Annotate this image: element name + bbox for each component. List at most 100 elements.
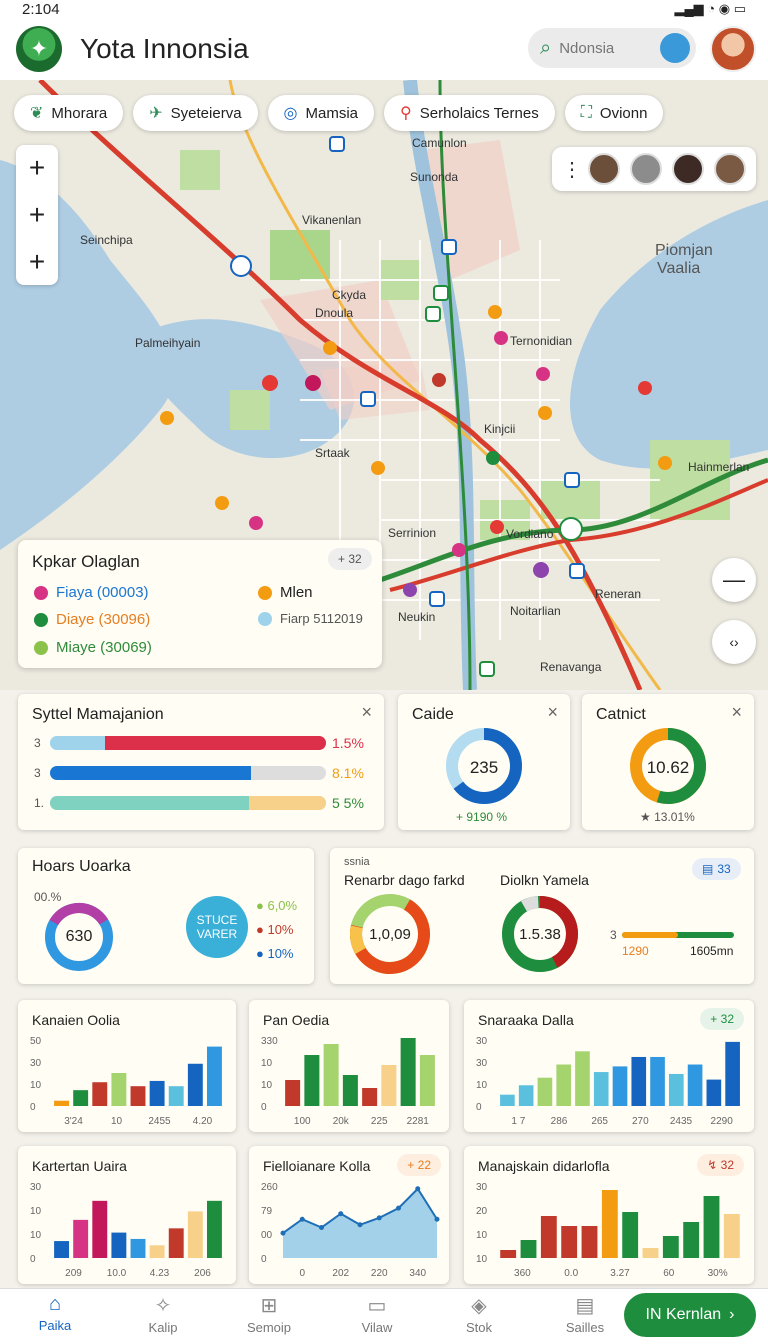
caide-donut xyxy=(446,728,522,804)
chart-card-5: Manajskain didarlofla ↯ 32 30 20 10 10 360 0.… xyxy=(464,1146,754,1284)
x-tick-label: 206 xyxy=(194,1268,211,1279)
data-point xyxy=(319,1225,324,1231)
nav-item-vilaw[interactable]: ▭ Vilaw xyxy=(342,1293,412,1335)
y-tick-label: 50 xyxy=(30,1036,42,1047)
y-tick-label: 0 xyxy=(476,1102,482,1113)
caide-value: 235 xyxy=(469,758,499,777)
search-input[interactable] xyxy=(559,39,650,57)
close-icon[interactable]: × xyxy=(361,702,372,722)
close-icon[interactable]: × xyxy=(547,702,558,722)
data-point xyxy=(357,1222,363,1228)
legend-label: Diaye (30096) xyxy=(56,611,151,628)
bar xyxy=(73,1090,89,1106)
data-point xyxy=(376,1215,382,1221)
bar xyxy=(662,1236,679,1258)
map-label: Vordiano xyxy=(506,527,554,541)
map-label: Camunlon xyxy=(412,136,467,150)
x-tick-label: 10 xyxy=(111,1116,123,1127)
bar xyxy=(581,1226,598,1258)
chart-badge: ↯ 32 xyxy=(697,1154,744,1176)
y-tick-label: 30 xyxy=(30,1058,42,1069)
zoom-in-button[interactable]: + xyxy=(28,152,46,184)
x-tick-label: 2455 xyxy=(148,1116,171,1127)
search-icon: ⌕ xyxy=(540,36,552,59)
nav-item-kalip[interactable]: ✧ Kalip xyxy=(128,1293,198,1335)
more-icon[interactable]: ⋮ xyxy=(562,158,582,181)
renar-donut-right xyxy=(502,896,578,972)
y-tick-label: 10 xyxy=(476,1080,488,1091)
hoars-card: Hoars Uoarka 00.% 630 STUCE VARER ● 6,0%… xyxy=(18,848,314,984)
map-label: Hainmerlan xyxy=(688,460,750,474)
y-tick-label: 330 xyxy=(261,1036,278,1047)
area-fill xyxy=(283,1188,437,1258)
x-tick-label: 286 xyxy=(551,1116,568,1127)
bar xyxy=(561,1226,578,1258)
x-tick-label: 1 7 xyxy=(511,1116,525,1127)
chip-label: Ovionn xyxy=(599,104,648,122)
chip-mhorara[interactable]: ❦ Mhorara xyxy=(14,95,124,131)
nav-item-sailles[interactable]: ▤ Sailles xyxy=(550,1293,620,1335)
chip-serholaics[interactable]: ⚲ Serholaics Ternes xyxy=(384,95,555,131)
user-avatar[interactable] xyxy=(710,26,756,72)
store-icon: ▤ xyxy=(575,1295,595,1317)
x-tick-label: 225 xyxy=(371,1116,388,1127)
y-tick-label: 10 xyxy=(30,1080,42,1091)
chip-label: Syeteierva xyxy=(170,104,242,122)
chip-ovionn[interactable]: ⛶ Ovionn xyxy=(564,95,664,131)
nav-item-paika[interactable]: ⌂ Paika xyxy=(20,1293,90,1333)
legend-item: Mlen xyxy=(258,584,313,601)
chart-title: Manajskain didarlofla xyxy=(478,1158,610,1174)
chip-mamsia[interactable]: ◎ Mamsia xyxy=(267,95,375,131)
bar xyxy=(206,1200,222,1258)
bar xyxy=(187,1063,203,1106)
data-point xyxy=(396,1205,401,1211)
bar xyxy=(556,1064,572,1106)
person-avatar[interactable] xyxy=(672,153,704,185)
compass-button[interactable]: ‹› xyxy=(712,620,756,664)
chevron-right-icon: › xyxy=(729,1306,735,1323)
x-tick-label: 340 xyxy=(409,1268,426,1279)
bar xyxy=(642,1248,659,1258)
y-tick-label: 10 xyxy=(30,1230,42,1241)
card-title: Catnict xyxy=(596,706,646,723)
x-tick-label: 10.0 xyxy=(107,1268,127,1279)
nav-item-semoip[interactable]: ⊞ Semoip xyxy=(234,1293,304,1335)
close-icon[interactable]: × xyxy=(731,702,742,722)
zoom-out-button[interactable]: — xyxy=(712,558,756,602)
search-bar[interactable]: ⌕ xyxy=(528,28,696,68)
bar xyxy=(575,1051,590,1106)
hoars-pct: 00.% xyxy=(34,890,62,904)
map-label: Ternonidian xyxy=(510,334,573,348)
y-tick-label: 260 xyxy=(261,1182,278,1193)
zoom-in-button[interactable]: + xyxy=(28,245,46,277)
card-title: Syttel Mamajanion xyxy=(32,706,164,723)
x-tick-label: 4.20 xyxy=(193,1116,213,1127)
bar xyxy=(622,1212,639,1258)
chip-syeteierva[interactable]: ✈ Syeteierva xyxy=(133,95,258,131)
bar xyxy=(130,1086,146,1106)
bar xyxy=(168,1228,184,1258)
basket-icon: ⛶ xyxy=(580,104,592,121)
catnict-card: Catnict × 10.62 ★ 13.01% xyxy=(582,694,754,830)
person-avatar[interactable] xyxy=(714,153,746,185)
category-chips: ❦ Mhorara ✈ Syeteierva ◎ Mamsia ⚲ Serholaics… xyxy=(14,95,664,131)
nav-item-stok[interactable]: ◈ Stok xyxy=(444,1293,514,1335)
bar xyxy=(612,1066,628,1106)
zoom-in-button[interactable]: + xyxy=(28,198,46,230)
legend-title: Kpkar Olaglan xyxy=(32,552,140,571)
chip-label: Mhorara xyxy=(51,104,108,122)
map-label: Srtaak xyxy=(315,446,350,460)
data-point xyxy=(415,1186,421,1192)
assistant-avatar[interactable] xyxy=(660,33,690,63)
person-avatar[interactable] xyxy=(588,153,620,185)
bar xyxy=(92,1082,108,1106)
chip-label: Serholaics Ternes xyxy=(419,104,539,122)
renar-bar-num: 3 xyxy=(610,928,617,942)
bubble-text: VARER xyxy=(196,927,238,941)
catnict-donut xyxy=(630,728,706,804)
map-label: Sunonda xyxy=(410,170,459,184)
person-avatar[interactable] xyxy=(630,153,662,185)
cta-button[interactable]: IN Kernlan › xyxy=(624,1293,756,1337)
bar xyxy=(400,1038,416,1106)
